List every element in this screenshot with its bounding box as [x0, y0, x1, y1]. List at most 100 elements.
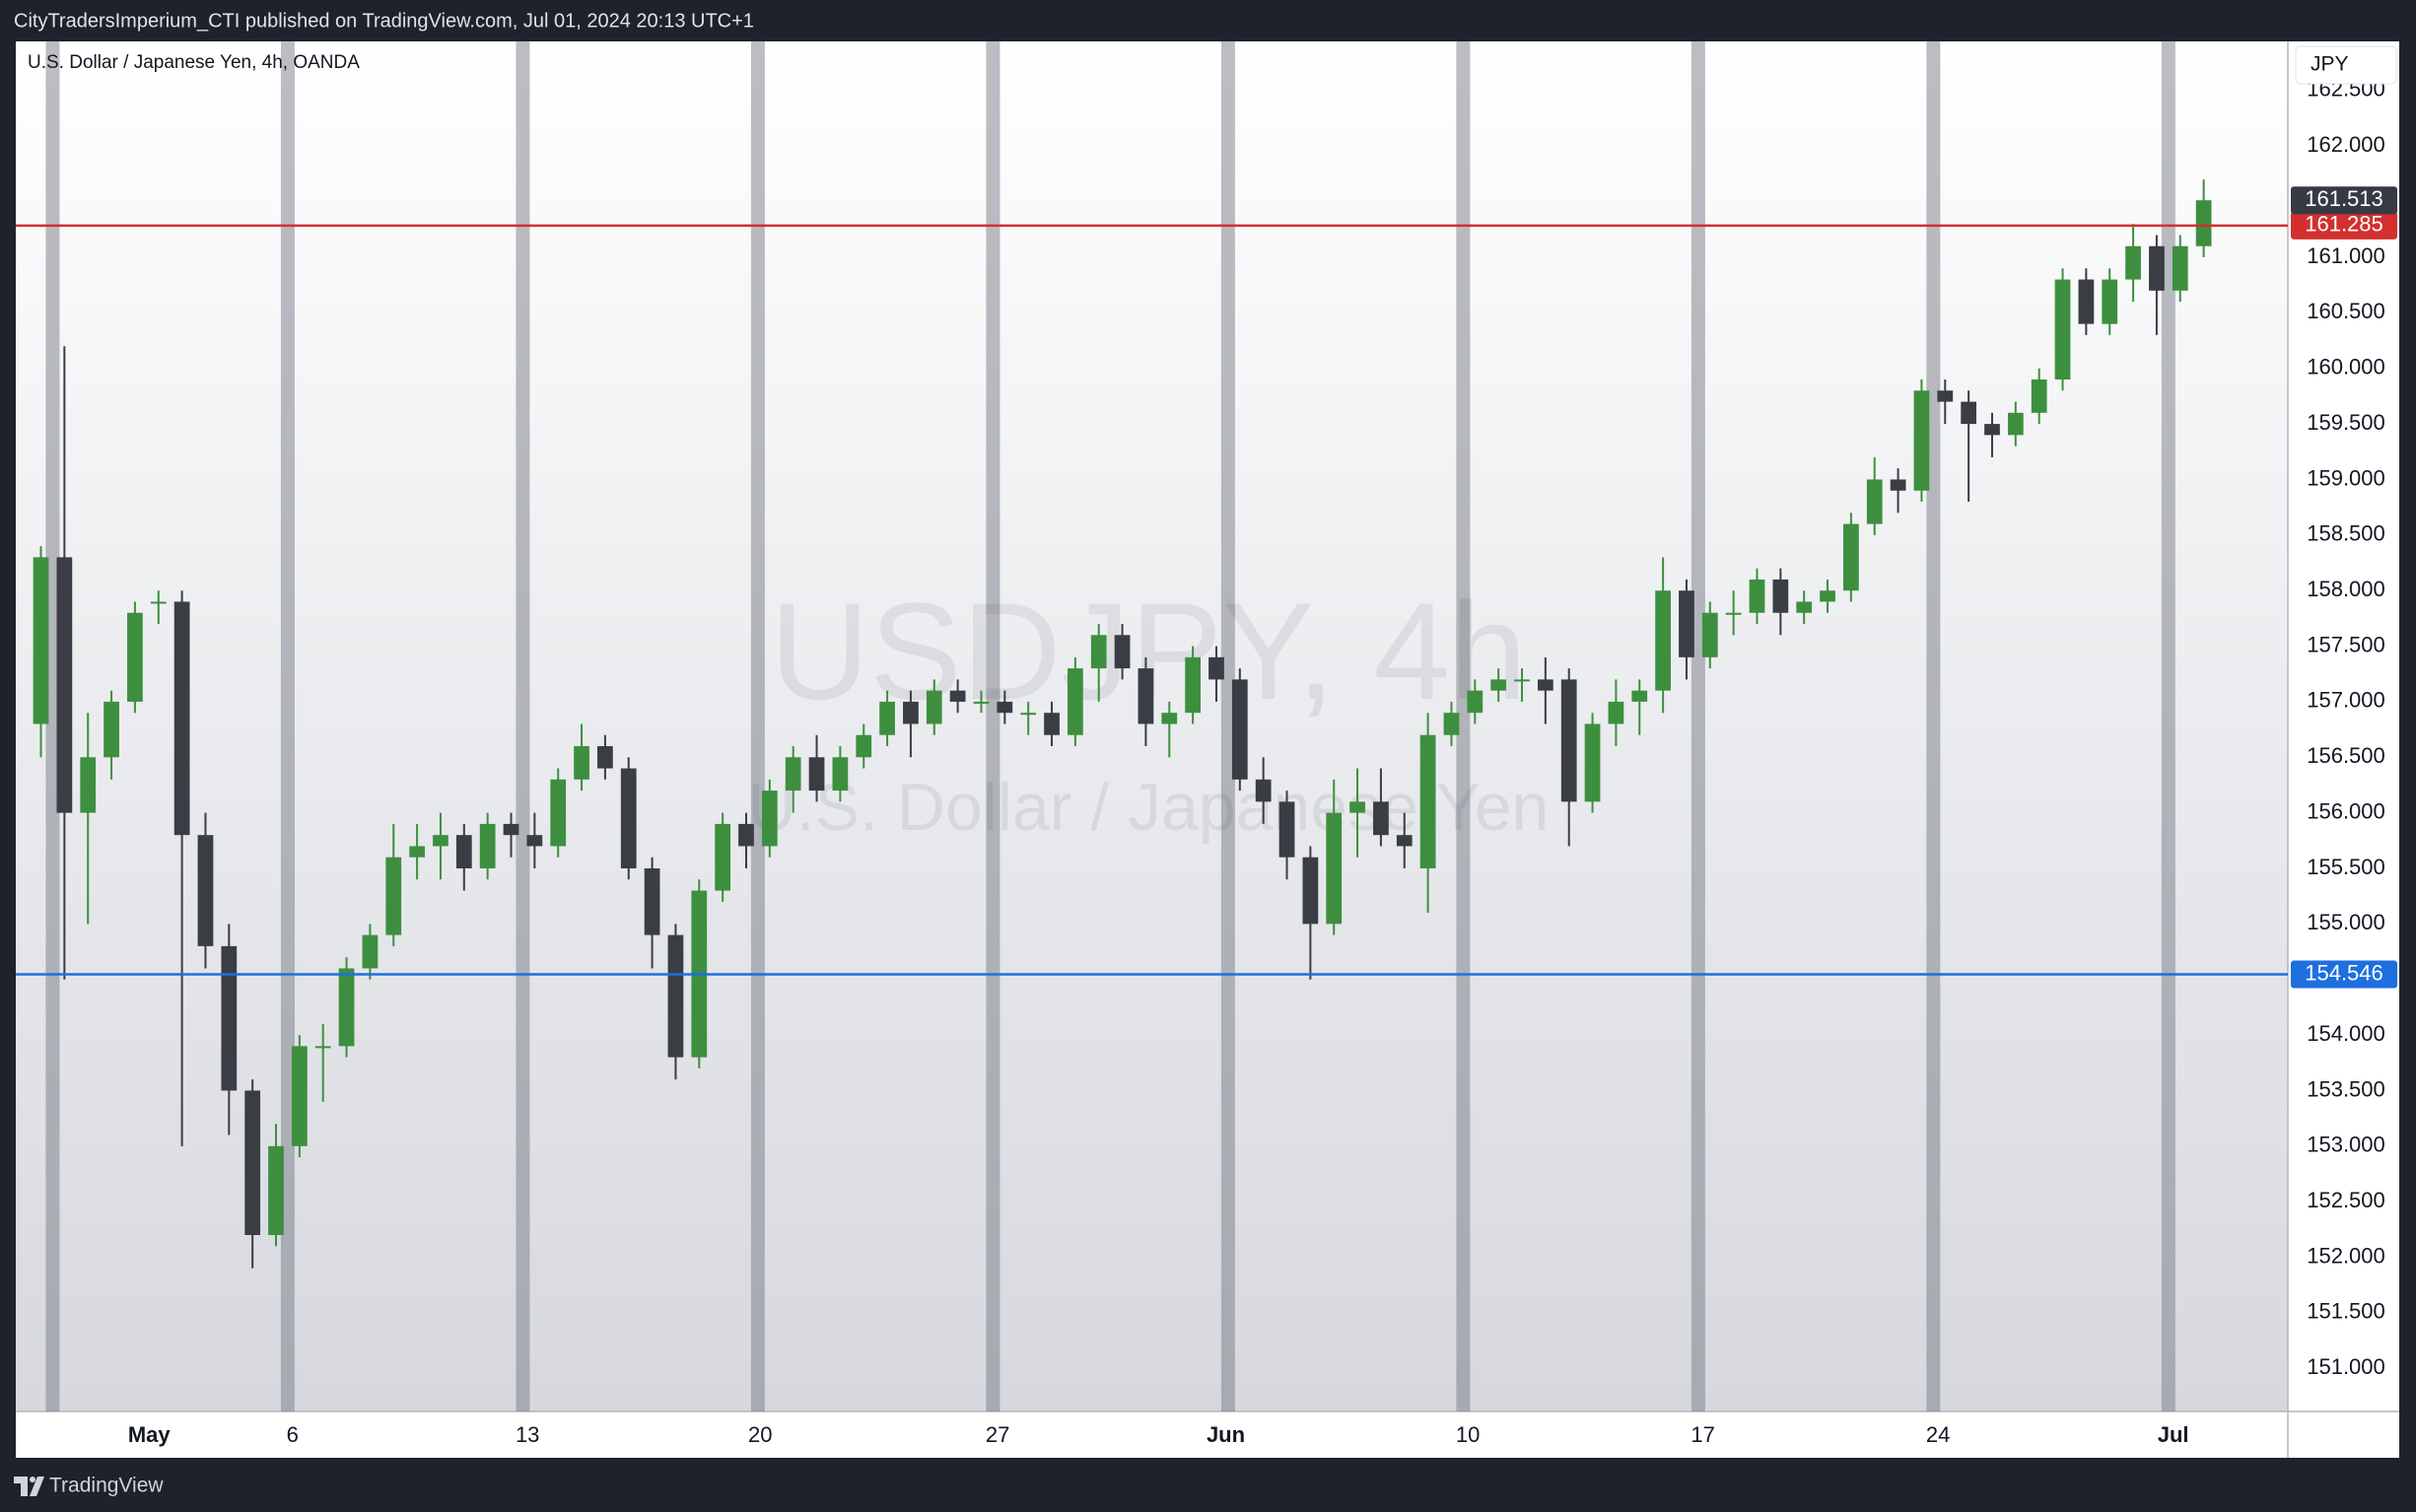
y-tick-label: 162.000 [2307, 132, 2385, 157]
tv-logo [14, 1477, 44, 1496]
session-band [1220, 41, 1235, 1411]
candle-body [1820, 590, 1835, 602]
session-band [516, 41, 530, 1411]
candle-body [2031, 379, 2047, 413]
candle-body [1255, 779, 1272, 802]
candle-body [1772, 579, 1789, 613]
candle-body [268, 1145, 284, 1235]
candle-body [33, 557, 49, 724]
last-price-tag [2291, 186, 2397, 215]
candle-body [1467, 690, 1484, 714]
candle-body [997, 701, 1013, 714]
candle-body [973, 701, 990, 704]
currency-box[interactable] [2295, 45, 2397, 85]
candle-body [550, 779, 567, 847]
candle-body [56, 557, 73, 813]
candle-body [526, 835, 543, 847]
candle-body [832, 757, 849, 791]
candle-body [903, 701, 919, 724]
session-band [1456, 41, 1471, 1411]
candle-body [1655, 590, 1671, 691]
candle-body [1373, 801, 1389, 836]
session-band [986, 41, 1001, 1411]
candle-body [1961, 401, 1977, 425]
candle-body [2007, 412, 2024, 436]
candle-body [503, 823, 519, 836]
candle-body [362, 934, 379, 969]
y-tick-label: 158.500 [2307, 521, 2385, 546]
candle-body [2102, 279, 2118, 324]
candle-body [620, 768, 637, 869]
candle-body [1514, 679, 1530, 682]
x-tick-label: Jun [1207, 1422, 1245, 1447]
candles [16, 179, 2288, 1269]
candle-body [291, 1046, 308, 1146]
y-tick-label: 154.000 [2307, 1021, 2385, 1046]
price-level-tag [2291, 211, 2397, 240]
candle-body [785, 757, 801, 791]
candle-body [127, 612, 143, 702]
y-tick-label: 157.000 [2307, 688, 2385, 713]
candle-body [1584, 723, 1601, 802]
candle-body [1560, 679, 1577, 802]
last-price-label: 161.513 [2305, 186, 2383, 211]
y-tick-label: 156.000 [2307, 798, 2385, 823]
candle-body [433, 835, 449, 847]
price-level-label: 154.546 [2305, 960, 2383, 985]
x-tick-label: 6 [287, 1422, 299, 1447]
candle-body [1396, 835, 1413, 847]
candle-body [1349, 801, 1365, 813]
candle-body [2054, 279, 2071, 380]
candle-body [1114, 635, 1131, 669]
candle-body [314, 1046, 331, 1049]
candle-body [1138, 668, 1154, 724]
candle-body [1631, 690, 1648, 702]
candle-body [455, 835, 472, 869]
plot-area [16, 41, 2288, 1411]
x-tick-label: 10 [1456, 1422, 1480, 1447]
y-tick-label: 157.500 [2307, 632, 2385, 656]
watermark-subtitle: U.S. Dollar / Japanese Yen [748, 770, 1550, 845]
x-tick-label: May [128, 1422, 172, 1447]
x-tick-label: Jul [2158, 1422, 2189, 1447]
candle-body [856, 734, 872, 758]
session-band [750, 41, 765, 1411]
logo-dot [30, 1477, 35, 1482]
candle-body [1725, 612, 1742, 615]
currency[interactable]: JPY [2311, 53, 2349, 76]
candle-body [1161, 713, 1178, 724]
candle-body [808, 757, 825, 791]
x-tick-label: 17 [1691, 1422, 1714, 1447]
candle-body [738, 823, 754, 847]
candle-body [1090, 635, 1107, 669]
y-tick-label: 161.000 [2307, 243, 2385, 268]
candle-body [1044, 713, 1060, 735]
candle-body [1326, 812, 1343, 925]
y-tick-label: 151.000 [2307, 1354, 2385, 1379]
candle-body [597, 746, 613, 769]
session-band [45, 41, 60, 1411]
candle-body [644, 868, 660, 935]
y-tick-label: 153.500 [2307, 1076, 2385, 1101]
candle-body [150, 601, 167, 604]
candle-body [1443, 713, 1460, 735]
candle-body [715, 823, 731, 891]
candle-body [338, 968, 355, 1047]
candle-body [761, 790, 778, 847]
y-tick-label: 158.000 [2307, 577, 2385, 601]
y-tick-label: 155.000 [2307, 910, 2385, 934]
candle-body [1984, 424, 2000, 436]
candle-body [197, 835, 214, 946]
candle-body [2078, 279, 2095, 324]
candle-body [1937, 390, 1954, 402]
candle-body [479, 823, 496, 869]
y-tick-label: 155.500 [2307, 855, 2385, 879]
candle-body [2195, 200, 2212, 246]
price-level-tag [2291, 960, 2397, 989]
candle-body [409, 846, 425, 858]
x-tick-label: 20 [748, 1422, 772, 1447]
candle-body [926, 690, 942, 724]
candle-body [385, 857, 402, 935]
candle-body [244, 1090, 261, 1235]
